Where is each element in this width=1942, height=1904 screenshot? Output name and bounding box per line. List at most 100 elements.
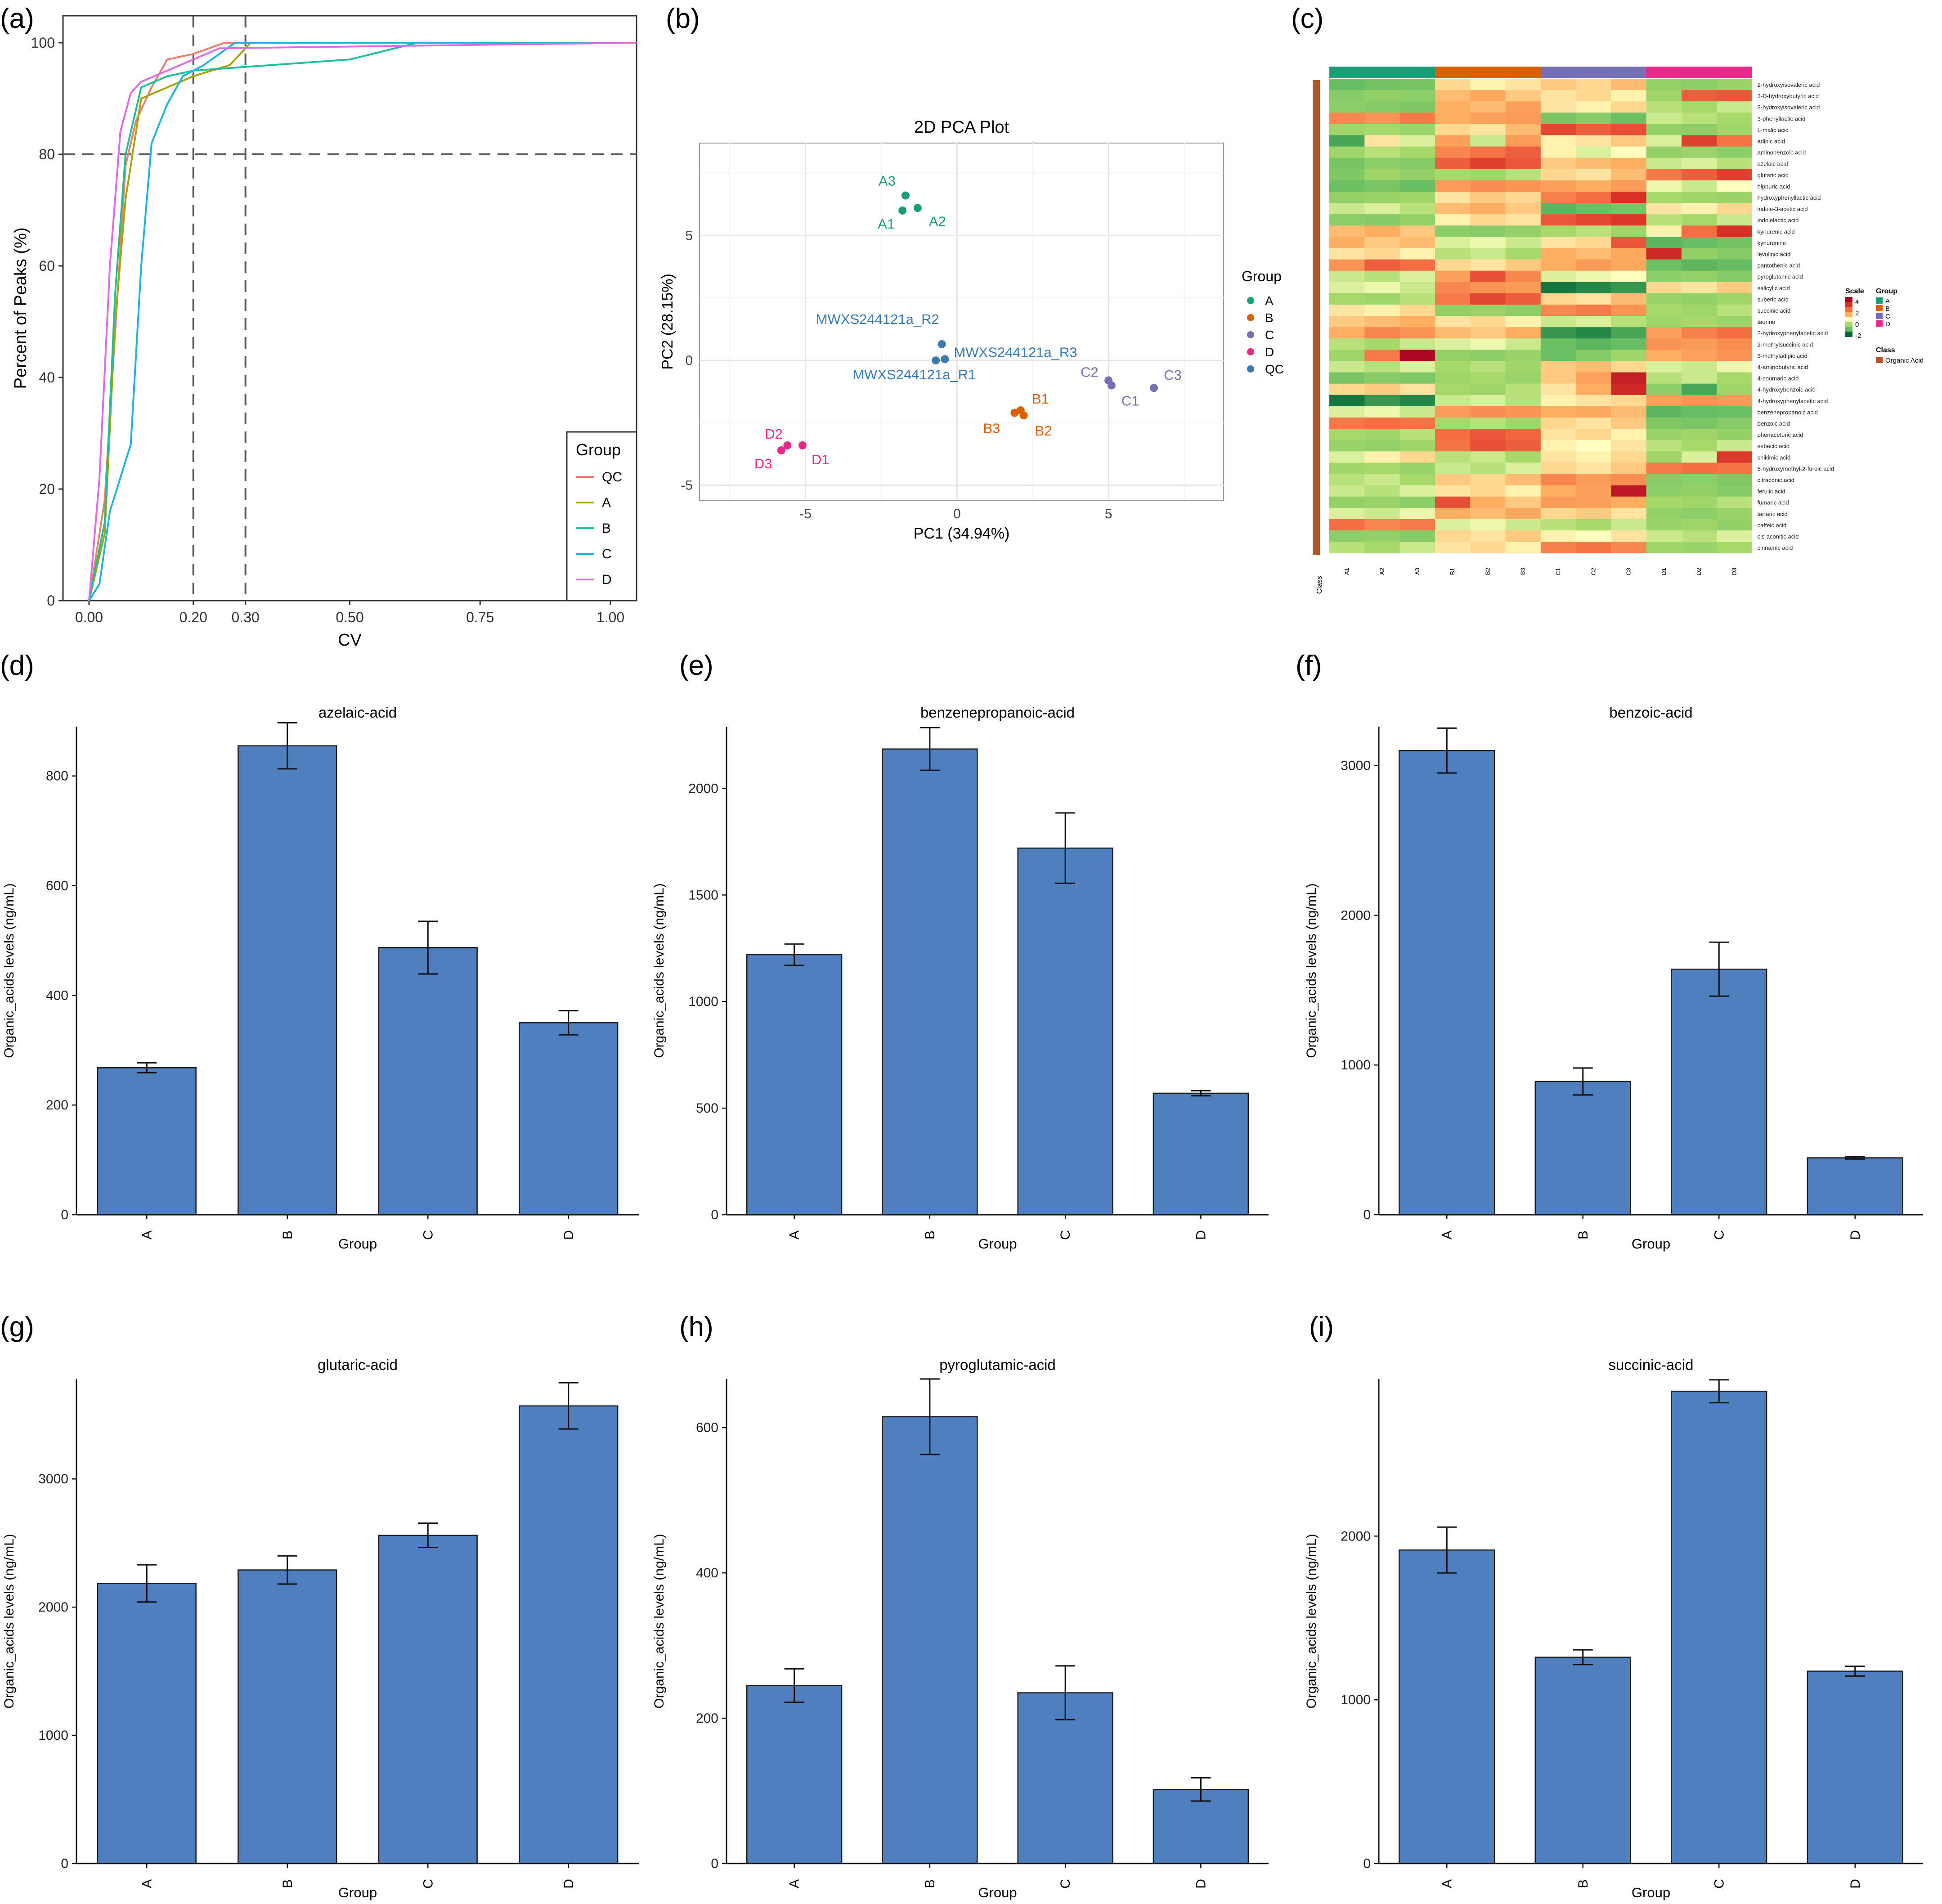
group-annotation-cell bbox=[1576, 67, 1611, 78]
heatmap-cell bbox=[1682, 519, 1717, 531]
heatmap-cell bbox=[1470, 248, 1506, 260]
heatmap-cell bbox=[1364, 237, 1400, 248]
heatmap-cell bbox=[1435, 282, 1471, 294]
heatmap-cell bbox=[1717, 406, 1753, 418]
heatmap-cell bbox=[1470, 485, 1506, 497]
group-legend-swatch bbox=[1876, 320, 1883, 327]
heatmap-cell bbox=[1399, 316, 1435, 328]
heatmap-cell bbox=[1611, 406, 1647, 418]
heatmap-cell bbox=[1646, 157, 1682, 170]
x-tick-label: 0 bbox=[953, 507, 961, 521]
group-legend-swatch bbox=[1876, 305, 1883, 311]
heatmap-cell bbox=[1364, 463, 1400, 474]
bar-b bbox=[882, 1416, 978, 1864]
x-tick-label: A bbox=[787, 1230, 802, 1239]
legend-label: D bbox=[602, 572, 612, 587]
heatmap-cell bbox=[1470, 383, 1506, 395]
scale-legend-title: Scale bbox=[1845, 287, 1864, 295]
heatmap-cell bbox=[1611, 395, 1647, 407]
heatmap-cell bbox=[1540, 507, 1576, 520]
heatmap-cell bbox=[1682, 192, 1717, 203]
heatmap-cell bbox=[1540, 135, 1576, 147]
heatmap-cell bbox=[1435, 418, 1471, 429]
heatmap-cell bbox=[1364, 395, 1400, 407]
heatmap-cell bbox=[1364, 350, 1400, 361]
heatmap-cell bbox=[1435, 361, 1471, 373]
heatmap-cell bbox=[1435, 338, 1471, 350]
heatmap-cell bbox=[1435, 101, 1471, 113]
legend-label: C bbox=[1265, 328, 1274, 342]
heatmap-cell bbox=[1682, 112, 1717, 124]
heatmap-cell bbox=[1364, 305, 1400, 316]
y-tick-label: 200 bbox=[46, 1098, 68, 1113]
panel-letter-e: (e) bbox=[679, 650, 713, 681]
panel-b-pca-chart: -5 0 5 -5 0 5 2D PCA Plot PC1 (34.94%) PC2 (28.1… bbox=[659, 118, 1284, 542]
x-tick-label: 1.00 bbox=[597, 609, 624, 625]
heatmap-cell bbox=[1576, 440, 1611, 452]
heatmap-cell bbox=[1576, 293, 1611, 305]
pca-point bbox=[777, 446, 785, 454]
heatmap-cell bbox=[1505, 474, 1541, 486]
heatmap-cell bbox=[1576, 214, 1611, 226]
heatmap-cell bbox=[1540, 305, 1576, 316]
scale-legend-tick: 2 bbox=[1855, 310, 1859, 317]
heatmap-cell bbox=[1505, 361, 1541, 373]
heatmap-cell bbox=[1435, 293, 1471, 305]
heatmap-cell bbox=[1470, 395, 1506, 407]
heatmap-cell bbox=[1611, 259, 1647, 271]
legend-title: Group bbox=[576, 440, 621, 459]
panel-c-heatmap: Class 2-hydroxyisovaleric acid 3-D-hydroxy… bbox=[1313, 67, 1924, 594]
legend-label: C bbox=[602, 547, 612, 561]
heatmap-cell bbox=[1682, 237, 1717, 248]
heatmap-cell bbox=[1399, 542, 1435, 553]
heatmap-cell bbox=[1505, 440, 1541, 452]
heatmap-cell bbox=[1682, 372, 1717, 384]
scale-legend-tick: -2 bbox=[1855, 332, 1861, 340]
heatmap-cell bbox=[1470, 519, 1506, 531]
row-label: salicylic acid bbox=[1758, 285, 1790, 292]
heatmap-cell bbox=[1576, 112, 1611, 124]
heatmap-cell bbox=[1364, 135, 1400, 147]
heatmap-cell bbox=[1611, 507, 1647, 520]
column-label: B2 bbox=[1484, 568, 1491, 575]
heatmap-cell bbox=[1329, 124, 1365, 135]
row-label: succinic acid bbox=[1758, 307, 1791, 314]
heatmap-cell bbox=[1682, 169, 1717, 181]
heatmap-cell bbox=[1682, 124, 1717, 135]
heatmap-cell bbox=[1399, 383, 1435, 395]
scale-legend-tick: 0 bbox=[1855, 321, 1859, 328]
heatmap-cell bbox=[1364, 192, 1400, 203]
heatmap-cell bbox=[1646, 338, 1682, 350]
pca-point bbox=[901, 191, 910, 200]
heatmap-cell bbox=[1540, 451, 1576, 463]
heatmap-cell bbox=[1435, 112, 1471, 124]
row-label: 2-methylsuccinic acid bbox=[1758, 341, 1813, 348]
heatmap-cell bbox=[1717, 474, 1753, 486]
heatmap-cell bbox=[1505, 259, 1541, 271]
heatmap-cell bbox=[1399, 180, 1435, 192]
heatmap-cell bbox=[1611, 157, 1647, 170]
pca-point-label: A2 bbox=[929, 213, 946, 229]
heatmap-cell bbox=[1540, 157, 1576, 170]
heatmap-cell bbox=[1576, 474, 1611, 486]
heatmap-cell bbox=[1611, 90, 1647, 102]
heatmap-cell bbox=[1611, 463, 1647, 474]
column-label: B3 bbox=[1520, 568, 1526, 575]
heatmap-cell bbox=[1611, 383, 1647, 395]
column-label: A3 bbox=[1414, 568, 1421, 575]
heatmap-cell bbox=[1576, 305, 1611, 316]
x-tick-label: A bbox=[787, 1879, 802, 1888]
heatmap-cell bbox=[1329, 282, 1365, 294]
pca-point-label: D3 bbox=[754, 456, 772, 472]
panel-letter-f: (f) bbox=[1296, 650, 1322, 681]
heatmap-cell bbox=[1682, 383, 1717, 395]
heatmap-cell bbox=[1435, 79, 1471, 90]
column-label: C2 bbox=[1590, 568, 1597, 575]
heatmap-cell bbox=[1505, 248, 1541, 260]
panel-letter-a: (a) bbox=[0, 3, 34, 34]
heatmap-cell bbox=[1470, 372, 1506, 384]
heatmap-cell bbox=[1399, 496, 1435, 508]
heatmap-cell bbox=[1682, 79, 1717, 90]
heatmap-cell bbox=[1399, 225, 1435, 237]
heatmap-cell bbox=[1505, 305, 1541, 316]
